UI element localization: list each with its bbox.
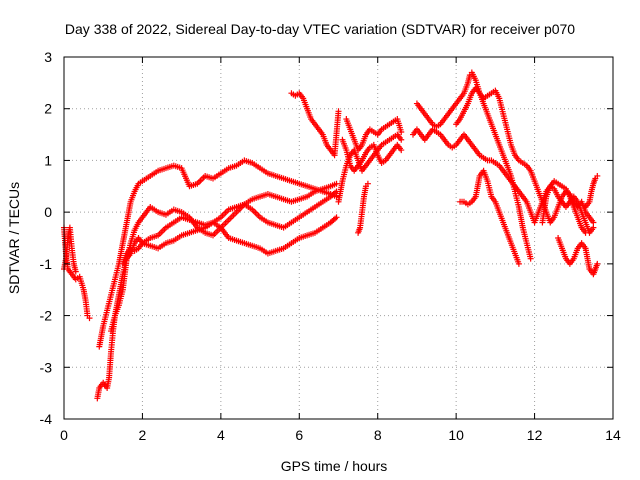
series-track-4 [96,157,340,350]
data-point [594,172,601,179]
x-tick-label: 4 [217,427,225,443]
y-tick-label: -2 [40,308,53,324]
series-track-16 [555,235,601,278]
data-point [86,315,93,322]
y-axis-label: SDTVAR / TECUs [6,182,22,294]
series-track-9 [335,131,405,205]
series-track-10 [339,136,405,174]
y-tick-label: -4 [40,411,53,427]
series-track-12 [413,69,534,262]
series-track-2 [61,224,79,275]
x-tick-label: 8 [374,427,382,443]
y-tick-label: 2 [44,101,52,117]
data-point [333,214,340,221]
data-markers [61,69,601,402]
series-track-11 [355,180,371,236]
series-track-7 [288,90,342,159]
data-point [590,224,597,231]
data-point [582,229,589,236]
y-tick-label: -3 [40,359,53,375]
x-tick-label: 2 [139,427,147,443]
x-axis-label: GPS time / hours [281,458,388,474]
data-point [590,219,597,226]
series-track-6 [119,214,340,267]
y-tick-label: -1 [40,256,53,272]
x-tick-label: 0 [60,427,68,443]
data-point [398,136,405,143]
data-point [364,180,371,187]
x-tick-label: 14 [605,427,621,443]
series-track-14 [453,85,597,226]
axis-ticks [63,56,614,420]
data-point [527,255,534,262]
plot-frame [63,56,614,420]
series-track-18 [539,178,589,236]
x-tick-label: 6 [295,427,303,443]
x-tick-label: 12 [527,427,543,443]
y-tick-label: 1 [44,152,52,168]
y-axis-tick-labels: -4 -3 -2 -1 0 1 2 3 [40,49,53,427]
data-point [333,180,340,187]
data-point [335,108,342,115]
data-point [515,260,522,267]
series-track-17 [582,172,601,210]
chart-title: Day 338 of 2022, Sidereal Day-to-day VTE… [65,21,575,37]
y-tick-label: 3 [44,49,52,65]
data-point [594,260,601,267]
data-point [398,128,405,135]
data-point [72,268,79,275]
y-tick-label: 0 [44,204,52,220]
data-point [398,147,405,154]
x-tick-label: 10 [448,427,464,443]
series-track-15 [457,167,522,267]
x-axis-tick-labels: 0 2 4 6 8 10 12 14 [60,427,621,443]
series-track-8 [343,116,405,154]
